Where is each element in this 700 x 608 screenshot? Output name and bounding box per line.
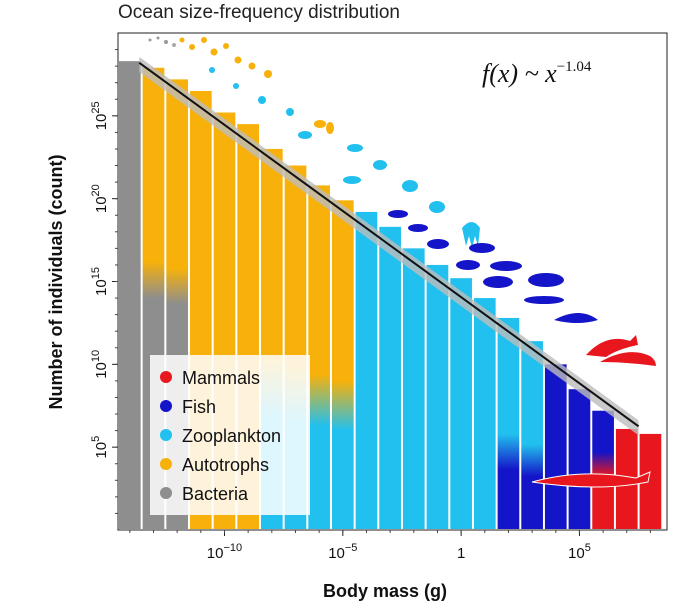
legend-label: Autotrophs <box>182 455 269 475</box>
bar-fish <box>497 317 520 529</box>
legend-swatch <box>160 400 172 412</box>
legend-swatch <box>160 487 172 499</box>
x-tick-label: 1 <box>457 545 465 562</box>
fit-line <box>138 62 640 428</box>
bar-zooplankton <box>426 264 449 529</box>
fit-equation-base: f(x) ~ x <box>482 59 557 88</box>
bar-mammals <box>639 433 662 529</box>
y-axis: 105 1010 1015 1020 1025 <box>90 49 118 514</box>
bar-fish <box>568 389 591 529</box>
x-axis-label: Body mass (g) <box>323 581 447 601</box>
y-tick-label: 1015 <box>90 267 110 296</box>
chart-title: Ocean size-frequency distribution <box>118 2 400 23</box>
bar-zooplankton <box>379 226 401 529</box>
fit-equation: f(x) ~ x−1.04 <box>482 59 592 88</box>
legend-box <box>150 355 310 515</box>
legend: Mammals Fish Zooplankton Autotrophs Bacteria <box>150 355 310 515</box>
y-tick-label: 1025 <box>90 101 110 130</box>
bar-autotrophs <box>308 185 330 529</box>
bar-zooplankton <box>402 248 425 529</box>
x-tick-label: 105 <box>568 542 591 562</box>
bar-zooplankton <box>473 298 496 529</box>
bar-fish <box>544 364 567 529</box>
legend-label: Bacteria <box>182 484 249 504</box>
legend-label: Mammals <box>182 368 260 388</box>
fish-icon <box>388 210 598 323</box>
y-tick-label: 1010 <box>90 350 110 379</box>
fit-layer <box>138 56 640 436</box>
plankton-icon <box>148 36 334 134</box>
legend-label: Fish <box>182 397 216 417</box>
bar-bacteria <box>119 61 141 530</box>
x-axis: 10−10 10−5 1 105 <box>129 530 651 562</box>
bar-zooplankton <box>450 278 472 529</box>
zooplankton-icon <box>298 131 480 248</box>
legend-label: Zooplankton <box>182 426 281 446</box>
organism-silhouettes <box>148 36 656 488</box>
bar-fish <box>521 341 543 529</box>
bar-fish <box>592 410 614 529</box>
legend-swatch <box>160 429 172 441</box>
fit-equation-exponent: −1.04 <box>557 59 592 75</box>
x-tick-label: 10−5 <box>328 542 357 562</box>
legend-swatch <box>160 458 172 470</box>
fit-confidence-band <box>139 56 639 436</box>
y-axis-label: Number of individuals (count) <box>46 154 66 409</box>
y-tick-label: 105 <box>90 436 110 459</box>
mammal-icon <box>531 335 656 488</box>
legend-swatch <box>160 371 172 383</box>
x-tick-label: 10−10 <box>207 542 242 562</box>
bar-zooplankton <box>355 211 378 530</box>
y-tick-label: 1020 <box>90 184 110 213</box>
bar-autotrophs <box>331 200 354 529</box>
